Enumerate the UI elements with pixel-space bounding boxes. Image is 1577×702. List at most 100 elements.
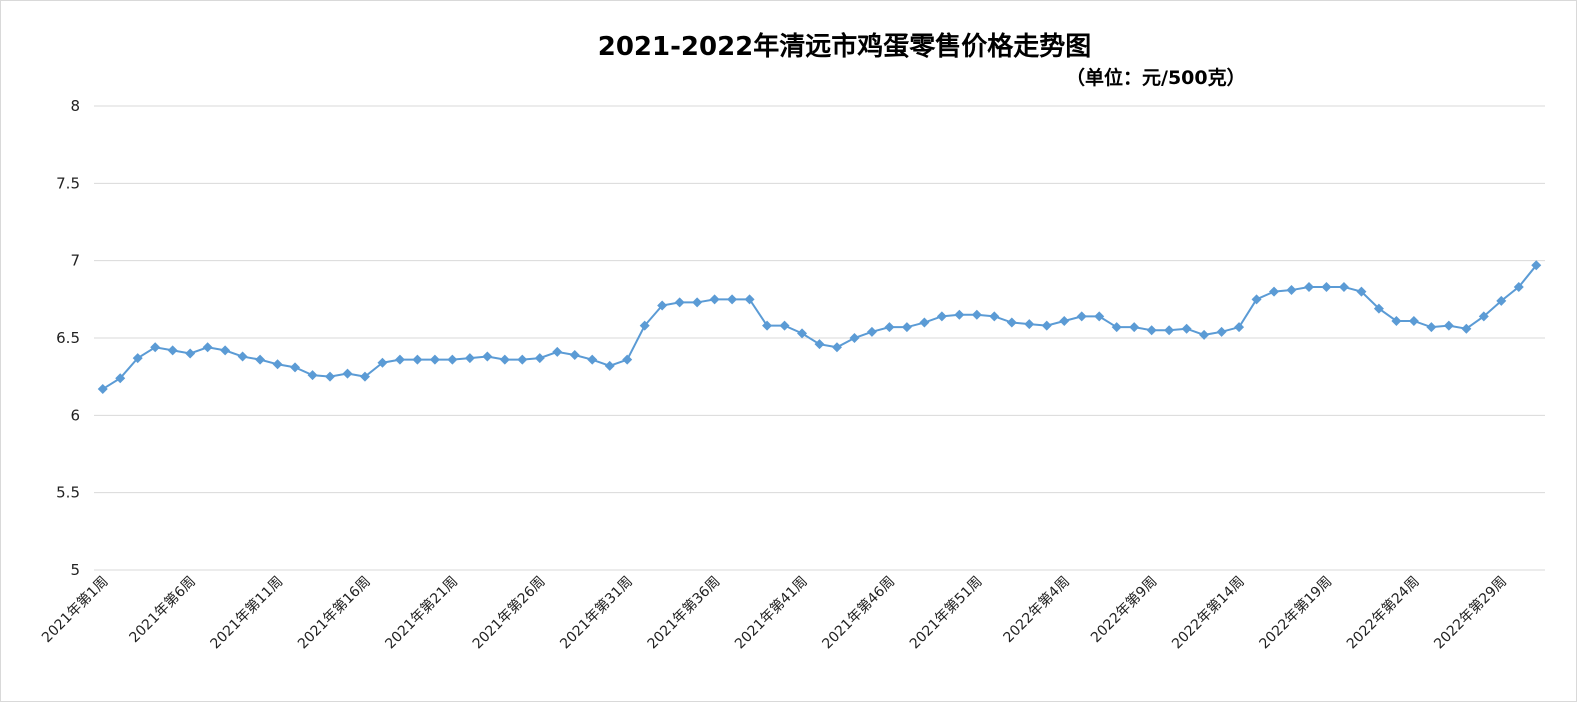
data-point-marker	[1059, 315, 1070, 326]
data-point-marker	[1251, 294, 1262, 305]
data-point-marker	[901, 322, 912, 333]
data-point-marker	[412, 354, 423, 365]
series-egg-price	[97, 260, 1542, 395]
data-point-marker	[814, 339, 825, 350]
data-point-marker	[657, 300, 668, 311]
x-axis-tick-labels: 2021年第1周 2021年第6周 2021年第11周 2021年第16周 2021年第…	[38, 573, 1510, 653]
x-tick-label: 2022年第9周	[1087, 573, 1160, 646]
data-point-marker	[237, 351, 248, 362]
data-point-marker	[954, 309, 965, 320]
data-point-marker	[1076, 311, 1087, 322]
data-point-marker	[1461, 323, 1472, 334]
data-point-marker	[884, 322, 895, 333]
y-axis-tick-labels: 5 5.5 6 6.5 7 7.5 8	[56, 97, 80, 579]
y-tick-label: 7.5	[56, 174, 80, 192]
y-tick-label: 5.5	[56, 484, 80, 502]
series-line	[102, 264, 1538, 390]
x-tick-label: 2021年第26周	[469, 573, 549, 653]
data-point-marker	[517, 354, 528, 365]
x-tick-label: 2021年第11周	[207, 573, 287, 653]
data-point-marker	[1408, 315, 1419, 326]
data-point-marker	[1216, 326, 1227, 337]
data-point-marker	[1496, 295, 1507, 306]
data-point-marker	[622, 354, 633, 365]
x-tick-label: 2021年第51周	[906, 573, 986, 653]
y-tick-label: 8	[70, 97, 80, 115]
x-tick-label: 2021年第1周	[38, 573, 111, 646]
data-point-marker	[1094, 311, 1105, 322]
data-point-marker	[639, 320, 650, 331]
data-point-marker	[587, 354, 598, 365]
data-point-marker	[1531, 260, 1542, 271]
data-point-marker	[534, 353, 545, 364]
data-point-marker	[919, 317, 930, 328]
data-point-marker	[1321, 281, 1332, 292]
data-point-marker	[1146, 325, 1157, 336]
data-point-marker	[1478, 311, 1489, 322]
data-point-marker	[1286, 285, 1297, 296]
x-tick-label: 2022年第4周	[1000, 573, 1073, 646]
data-point-marker	[185, 348, 196, 359]
data-point-marker	[359, 371, 370, 382]
data-point-marker	[569, 350, 580, 361]
data-point-marker	[1426, 322, 1437, 333]
data-point-marker	[1513, 281, 1524, 292]
data-point-marker	[1234, 322, 1245, 333]
y-tick-label: 5	[70, 561, 80, 579]
y-tick-label: 6.5	[56, 329, 80, 347]
data-point-marker	[115, 373, 126, 384]
data-point-marker	[1391, 315, 1402, 326]
x-tick-label: 2021年第16周	[294, 573, 374, 653]
data-point-marker	[1338, 281, 1349, 292]
y-tick-label: 7	[70, 252, 80, 270]
data-point-marker	[1356, 286, 1367, 297]
data-point-marker	[1181, 323, 1192, 334]
data-point-marker	[429, 354, 440, 365]
data-point-marker	[1199, 329, 1210, 340]
data-point-marker	[150, 342, 161, 353]
data-point-marker	[936, 311, 947, 322]
data-point-marker	[290, 362, 301, 373]
data-point-marker	[1303, 281, 1314, 292]
data-point-marker	[779, 320, 790, 331]
data-point-marker	[464, 353, 475, 364]
data-point-marker	[342, 368, 353, 379]
x-tick-label: 2021年第46周	[819, 573, 899, 653]
data-point-marker	[1269, 286, 1280, 297]
data-point-marker	[1024, 319, 1035, 330]
data-point-marker	[971, 309, 982, 320]
data-point-marker	[132, 353, 143, 364]
data-point-marker	[202, 342, 213, 353]
data-point-marker	[692, 297, 703, 308]
data-point-marker	[377, 357, 388, 368]
gridlines	[94, 105, 1545, 571]
data-point-marker	[727, 294, 738, 305]
x-tick-label: 2022年第19周	[1256, 573, 1336, 653]
data-point-marker	[1006, 317, 1017, 328]
data-point-marker	[394, 354, 405, 365]
data-point-marker	[831, 342, 842, 353]
y-tick-label: 6	[70, 406, 80, 424]
data-point-marker	[1373, 303, 1384, 314]
x-tick-label: 2021年第41周	[731, 573, 811, 653]
data-point-marker	[744, 294, 755, 305]
x-tick-label: 2021年第36周	[644, 573, 724, 653]
data-point-marker	[499, 354, 510, 365]
data-point-marker	[1111, 322, 1122, 333]
x-tick-label: 2021年第6周	[126, 573, 199, 646]
x-tick-label: 2022年第14周	[1168, 573, 1248, 653]
data-point-marker	[1164, 325, 1175, 336]
data-point-marker	[866, 326, 877, 337]
data-point-marker	[709, 294, 720, 305]
data-point-marker	[552, 346, 563, 357]
data-point-marker	[762, 320, 773, 331]
data-point-marker	[97, 384, 108, 395]
data-point-marker	[1443, 320, 1454, 331]
data-point-marker	[167, 345, 178, 356]
data-point-marker	[1041, 320, 1052, 331]
data-point-marker	[797, 328, 808, 339]
data-point-marker	[1129, 322, 1140, 333]
x-tick-label: 2022年第24周	[1343, 573, 1423, 653]
data-point-marker	[307, 370, 318, 381]
